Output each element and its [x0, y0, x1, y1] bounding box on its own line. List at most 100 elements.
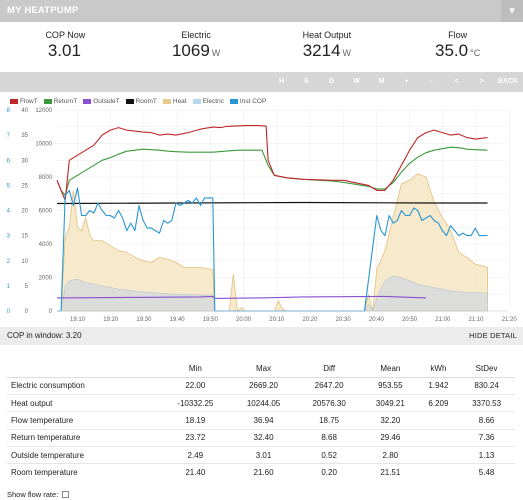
y-tick-label-temp: 30: [21, 158, 28, 164]
x-tick-label: 19:50: [203, 317, 219, 323]
range-hour-button[interactable]: H: [278, 78, 285, 85]
cell-value: 29.46: [361, 428, 419, 447]
x-tick-label: 21:00: [435, 317, 451, 323]
stat-label: Flow: [448, 30, 468, 40]
column-header: Max: [230, 360, 297, 378]
show-flow-rate: Show flow rate:: [7, 490, 70, 499]
cell-value: 20576.30: [296, 393, 362, 412]
chevron-icon[interactable]: ▾: [501, 0, 523, 22]
cop-window-value: 3.20: [66, 331, 82, 340]
legend-item[interactable]: ReturnT: [43, 97, 78, 106]
stat-cop-now: COP Now 3.01: [0, 22, 131, 72]
cell-value: 0.52: [296, 446, 362, 464]
cell-value: 21.40: [159, 463, 231, 482]
cell-value: 2.80: [361, 446, 419, 464]
cell-value: 3370.53: [458, 393, 515, 412]
table-row: Flow temperature 18.19 36.94 18.75 32.20 8.66: [7, 411, 515, 430]
legend-item[interactable]: Inst COP: [229, 97, 266, 106]
y-tick-label-temp: 5: [25, 284, 29, 290]
cell-value: [418, 446, 459, 464]
cell-value: 32.40: [230, 428, 297, 447]
legend-swatch: [10, 99, 18, 104]
x-tick-label: 20:20: [302, 317, 318, 323]
row-label: Room temperature: [7, 463, 160, 482]
cop-window-text: COP in window: 3.20: [7, 331, 82, 340]
legend-swatch: [162, 99, 171, 104]
legend-item[interactable]: RoomT: [125, 97, 157, 106]
column-header: Diff: [296, 360, 362, 378]
chart-axes: 19:10 19:20 19:30 19:40 19:50 20:00 20:10 20:20…: [7, 108, 518, 323]
stat-value: 35.0 °C: [435, 41, 481, 60]
row-label: Heat output: [7, 393, 160, 412]
y-tick-label-power: 8000: [39, 175, 53, 181]
range-day-button[interactable]: D: [328, 78, 335, 85]
table-row: Electric consumption 22.00 2669.20 2647.20 9…: [7, 376, 515, 395]
stat-value: 1069 W: [171, 41, 221, 60]
range-week-button[interactable]: W: [353, 78, 360, 85]
legend-label: ReturnT: [53, 98, 78, 105]
cell-value: [418, 428, 459, 447]
x-tick-label: 21:10: [469, 317, 485, 323]
y-tick-label-cop: 0: [7, 309, 11, 315]
stats-bar: COP Now 3.01 Electric 1069 W Heat Output …: [0, 22, 523, 72]
range-month-button[interactable]: M: [378, 78, 385, 85]
series-roomt-line: [56, 201, 488, 205]
back-button[interactable]: BACK: [497, 78, 519, 85]
show-flow-checkbox[interactable]: [62, 491, 70, 498]
row-label: Flow temperature: [7, 411, 160, 430]
cell-value: 3049.21: [361, 393, 419, 412]
zoom-in-button[interactable]: +: [404, 78, 409, 85]
cell-value: 5.48: [458, 463, 515, 482]
y-tick-label-power: 6000: [39, 209, 53, 215]
table-row: Outside temperature 2.49 3.01 0.52 2.80 1.13: [7, 446, 515, 464]
table-row: Room temperature 21.40 21.60 0.20 21.51 5.48: [7, 463, 515, 482]
stat-label: Electric: [181, 30, 211, 40]
cell-value: 0.20: [296, 463, 362, 482]
cell-value: 21.51: [361, 463, 419, 482]
legend-label: FlowT: [20, 98, 38, 105]
legend-item[interactable]: Electric: [192, 97, 224, 106]
series-returnt-line: [56, 146, 488, 196]
cell-value: 830.24: [458, 376, 515, 395]
y-tick-label-power: 0: [49, 309, 53, 315]
app-titlebar: MY HEATPUMP ▾: [0, 0, 523, 22]
row-label: Return temperature: [7, 428, 160, 447]
y-tick-label-temp: 35: [21, 133, 28, 139]
series-flowt-line: [56, 125, 488, 201]
legend-item[interactable]: Heat: [162, 97, 187, 106]
x-tick-label: 19:20: [103, 317, 119, 323]
y-tick-label-temp: 10: [21, 259, 28, 265]
legend-item[interactable]: FlowT: [10, 97, 38, 106]
legend-label: Heat: [172, 98, 187, 105]
x-tick-label: 19:30: [136, 317, 152, 323]
show-flow-label: Show flow rate:: [7, 490, 59, 499]
stat-label: COP Now: [45, 30, 86, 40]
legend-item[interactable]: OutsideT: [83, 97, 120, 106]
series-heat-area: [57, 173, 488, 312]
x-tick-label: 19:10: [70, 317, 86, 323]
range-6h-button[interactable]: 6: [304, 78, 309, 85]
y-tick-label-cop: 8: [7, 108, 11, 114]
cell-value: 1.13: [458, 446, 515, 464]
stat-label: Heat Output: [302, 30, 352, 40]
y-tick-label-temp: 15: [21, 234, 28, 240]
x-tick-label: 20:30: [336, 317, 352, 323]
legend-label: OutsideT: [93, 98, 120, 105]
y-tick-label-power: 2000: [39, 276, 53, 282]
cell-value: 22.00: [159, 376, 231, 395]
column-header: Min: [159, 360, 231, 378]
stat-value: 3214 W: [302, 41, 352, 60]
zoom-out-button[interactable]: -: [430, 78, 433, 85]
cell-value: -10332.25: [159, 393, 231, 412]
y-tick-label-power: 4000: [39, 242, 53, 248]
hide-detail-button[interactable]: HIDE DETAIL: [469, 331, 517, 340]
heatpump-chart[interactable]: 19:10 19:20 19:30 19:40 19:50 20:00 20:10 20:20…: [0, 104, 523, 326]
y-tick-label-cop: 6: [7, 158, 11, 164]
pan-right-button[interactable]: >: [479, 78, 484, 85]
chart-toolbar: H 6 D W M + - < > BACK: [0, 72, 523, 92]
stat-heat-output: Heat Output 3214 W: [262, 22, 393, 72]
chart-lines: [56, 125, 488, 312]
cell-value: 18.75: [296, 411, 362, 430]
x-tick-label: 20:00: [236, 317, 252, 323]
pan-left-button[interactable]: <: [454, 78, 459, 85]
